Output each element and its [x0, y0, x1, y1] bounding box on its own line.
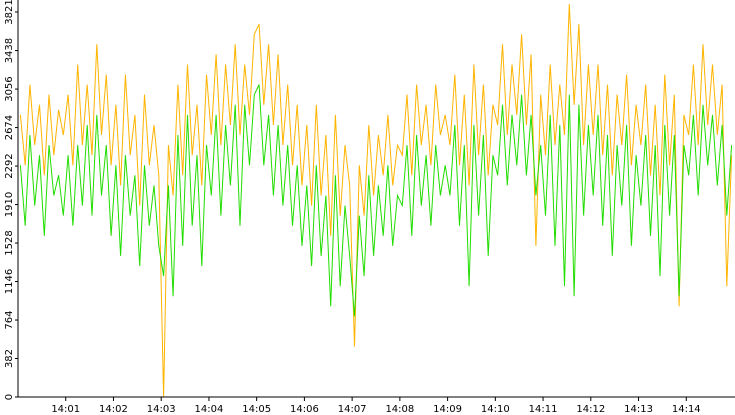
x-tick-label: 14:04 — [195, 404, 224, 415]
x-tick-label: 14:12 — [576, 404, 605, 415]
x-tick-label: 14:03 — [147, 404, 176, 415]
x-tick-label: 14:01 — [51, 404, 80, 415]
y-tick-label: 1528 — [4, 230, 15, 255]
x-tick-label: 14:10 — [481, 404, 510, 415]
series-line — [19, 84, 733, 317]
y-tick-label: 2674 — [4, 115, 15, 140]
x-tick-label: 14:06 — [290, 404, 319, 415]
y-tick-label: 382 — [4, 349, 15, 368]
y-tick-label: 3821 — [4, 0, 15, 25]
x-tick-label: 14:05 — [242, 404, 271, 415]
x-tick-label: 14:07 — [338, 404, 367, 415]
y-tick-label: 1910 — [4, 192, 15, 217]
y-tick-label: 0 — [4, 394, 15, 400]
y-tick-label: 2292 — [4, 153, 15, 178]
y-tick-label: 764 — [4, 310, 15, 329]
x-tick-label: 14:11 — [529, 404, 558, 415]
y-tick-label: 1146 — [4, 269, 15, 294]
y-tick-label: 3056 — [4, 76, 15, 101]
y-tick-label: 3438 — [4, 38, 15, 63]
x-tick-label: 14:14 — [672, 404, 701, 415]
series-line — [19, 3, 733, 398]
x-tick-label: 14:08 — [385, 404, 414, 415]
x-tick-label: 14:09 — [433, 404, 462, 415]
x-tick-label: 14:13 — [624, 404, 653, 415]
x-tick-label: 14:02 — [99, 404, 128, 415]
